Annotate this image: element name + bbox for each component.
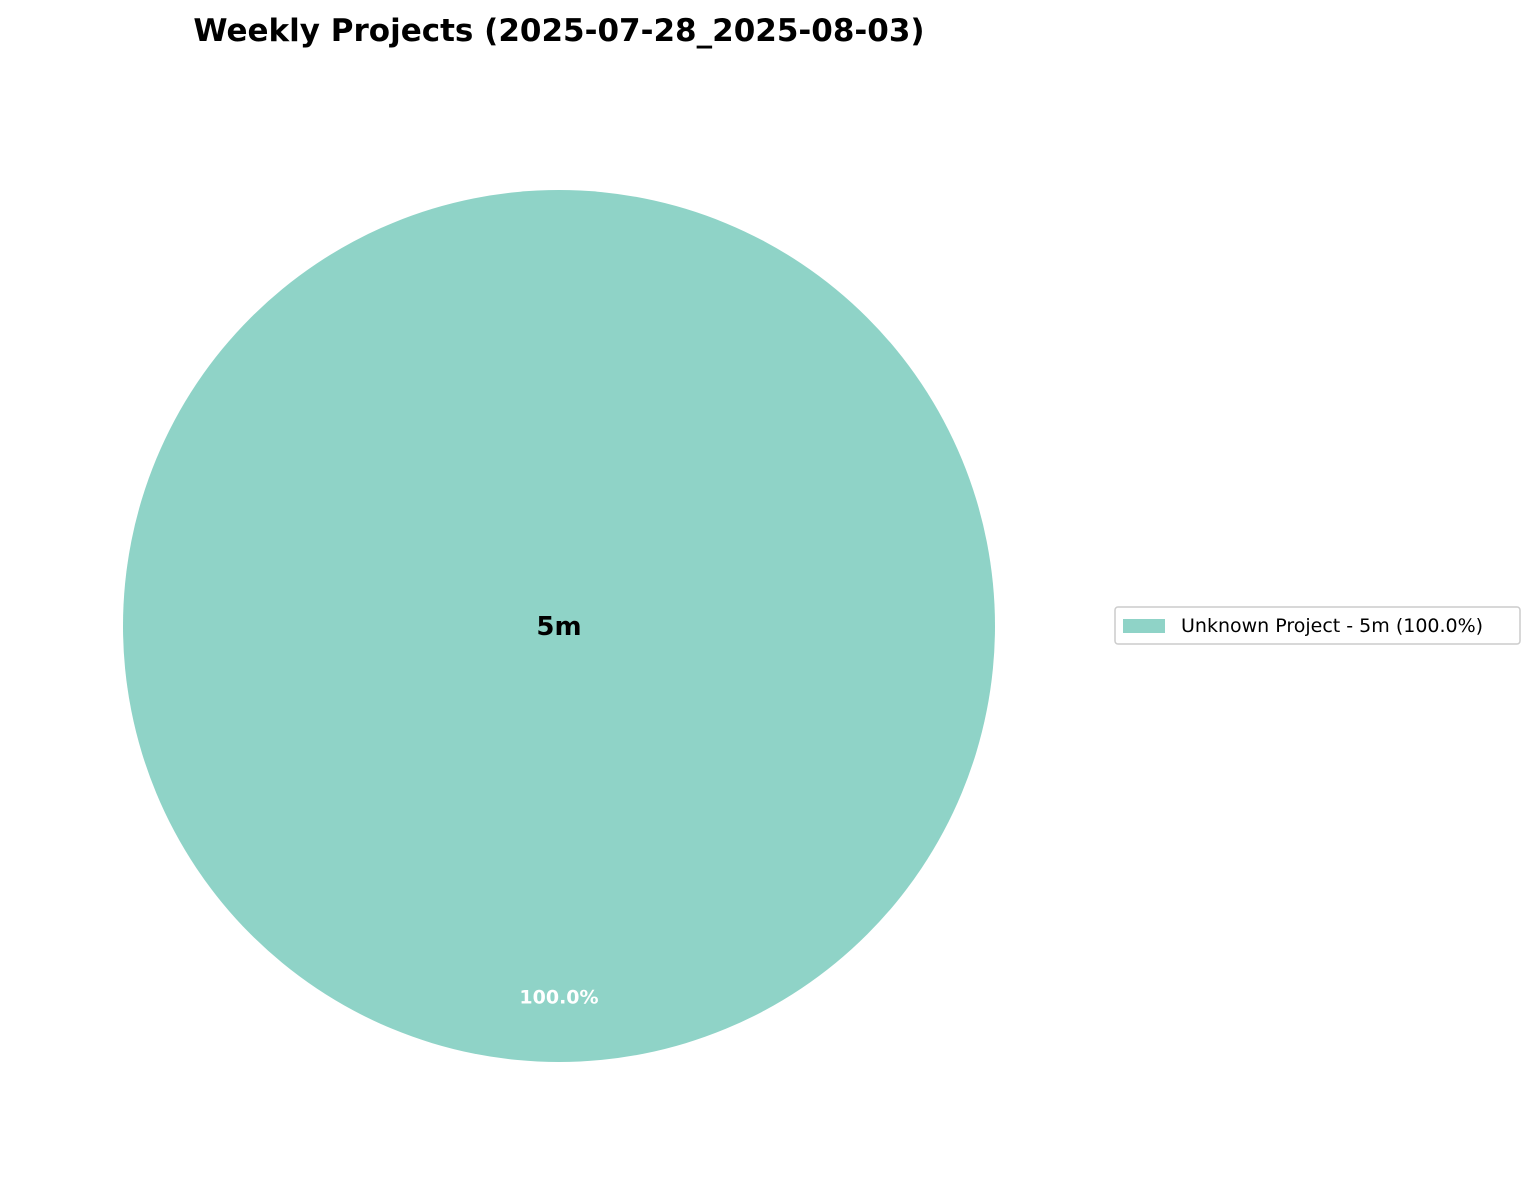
legend: Unknown Project - 5m (100.0%) <box>1114 606 1521 645</box>
legend-swatch <box>1123 619 1165 633</box>
legend-label: Unknown Project - 5m (100.0%) <box>1181 615 1483 637</box>
percent-labels: 100.0% <box>519 987 598 1009</box>
pie <box>123 190 995 1062</box>
pie-slice <box>123 190 995 1062</box>
slice-percent-label: 100.0% <box>519 987 598 1009</box>
center-total-label: 5m <box>536 612 581 642</box>
legend-frame <box>1114 606 1521 645</box>
chart-title: Weekly Projects (2025-07-28_2025-08-03) <box>193 13 924 49</box>
